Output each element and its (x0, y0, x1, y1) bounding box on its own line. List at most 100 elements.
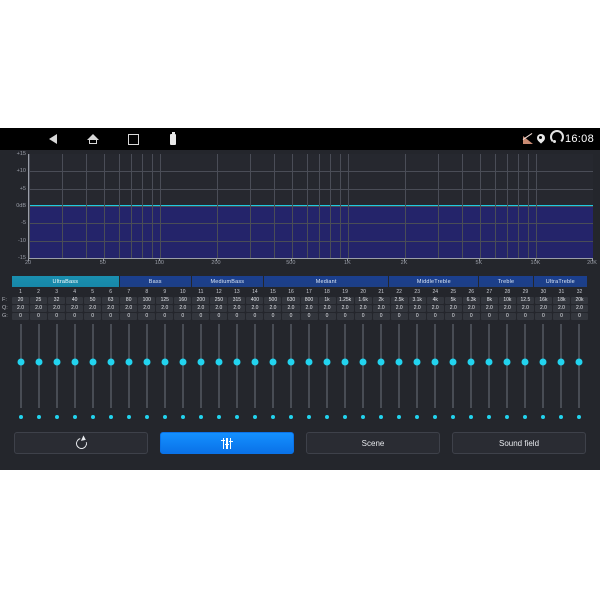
table-cell-q[interactable]: 2.0 (48, 304, 66, 312)
table-cell-frequency[interactable]: 400 (246, 296, 264, 304)
band-slider[interactable] (337, 320, 354, 428)
table-cell-frequency[interactable]: 63 (102, 296, 120, 304)
slider-band-dot[interactable] (234, 415, 239, 419)
slider-band-dot[interactable] (307, 415, 312, 419)
slider-band-dot[interactable] (559, 415, 564, 419)
table-cell-gain[interactable]: 0 (210, 312, 228, 320)
band-slider[interactable] (409, 320, 426, 428)
slider-knob[interactable] (179, 358, 187, 366)
band-slider[interactable] (66, 320, 83, 428)
table-cell-frequency[interactable]: 2k (372, 296, 390, 304)
slider-knob[interactable] (539, 358, 547, 366)
band-slider[interactable] (499, 320, 516, 428)
table-cell-gain[interactable]: 0 (498, 312, 516, 320)
table-cell-gain[interactable]: 0 (426, 312, 444, 320)
table-cell-gain[interactable]: 0 (390, 312, 408, 320)
table-cell-gain[interactable]: 0 (12, 312, 30, 320)
table-cell-frequency[interactable]: 8k (480, 296, 498, 304)
table-cell-gain[interactable]: 0 (570, 312, 588, 320)
table-cell-q[interactable]: 2.0 (426, 304, 444, 312)
band-slider[interactable] (138, 320, 155, 428)
slider-band-dot[interactable] (433, 415, 438, 419)
table-cell-gain[interactable]: 0 (372, 312, 390, 320)
table-cell-q[interactable]: 2.0 (156, 304, 174, 312)
slider-knob[interactable] (17, 358, 25, 366)
table-cell-frequency[interactable]: 800 (300, 296, 318, 304)
slider-knob[interactable] (449, 358, 457, 366)
table-cell-gain[interactable]: 0 (534, 312, 552, 320)
equalizer-button[interactable] (160, 432, 294, 454)
band-slider[interactable] (174, 320, 191, 428)
slider-band-dot[interactable] (397, 415, 402, 419)
table-cell-frequency[interactable]: 1.25k (336, 296, 354, 304)
table-cell-gain[interactable]: 0 (300, 312, 318, 320)
table-cell-frequency[interactable]: 18k (552, 296, 570, 304)
band-slider[interactable] (48, 320, 65, 428)
band-slider[interactable] (228, 320, 245, 428)
table-cell-gain[interactable]: 0 (318, 312, 336, 320)
band-slider[interactable] (301, 320, 318, 428)
slider-knob[interactable] (287, 358, 295, 366)
table-cell-frequency[interactable]: 315 (228, 296, 246, 304)
band-group-mediant[interactable]: Mediant (263, 276, 389, 287)
band-slider[interactable] (210, 320, 227, 428)
table-cell-frequency[interactable]: 20 (12, 296, 30, 304)
table-cell-gain[interactable]: 0 (444, 312, 462, 320)
table-cell-q[interactable]: 2.0 (480, 304, 498, 312)
table-cell-q[interactable]: 2.0 (372, 304, 390, 312)
table-cell-q[interactable]: 2.0 (318, 304, 336, 312)
table-cell-q[interactable]: 2.0 (102, 304, 120, 312)
band-group-middletreble[interactable]: MiddleTreble (389, 276, 479, 287)
table-cell-q[interactable]: 2.0 (30, 304, 48, 312)
band-slider[interactable] (30, 320, 47, 428)
band-slider[interactable] (481, 320, 498, 428)
band-slider[interactable] (319, 320, 336, 428)
slider-band-dot[interactable] (270, 415, 275, 419)
table-cell-frequency[interactable]: 25 (30, 296, 48, 304)
band-slider[interactable] (156, 320, 173, 428)
table-cell-gain[interactable]: 0 (84, 312, 102, 320)
slider-knob[interactable] (251, 358, 259, 366)
table-cell-gain[interactable]: 0 (264, 312, 282, 320)
table-cell-frequency[interactable]: 125 (156, 296, 174, 304)
slider-knob[interactable] (467, 358, 475, 366)
table-cell-q[interactable]: 2.0 (282, 304, 300, 312)
table-cell-q[interactable]: 2.0 (444, 304, 462, 312)
slider-band-dot[interactable] (343, 415, 348, 419)
table-cell-q[interactable]: 2.0 (498, 304, 516, 312)
band-slider[interactable] (445, 320, 462, 428)
table-cell-frequency[interactable]: 6.3k (462, 296, 480, 304)
slider-knob[interactable] (35, 358, 43, 366)
band-slider[interactable] (102, 320, 119, 428)
band-slider[interactable] (427, 320, 444, 428)
slider-knob[interactable] (215, 358, 223, 366)
table-cell-gain[interactable]: 0 (408, 312, 426, 320)
table-cell-frequency[interactable]: 12.5 (516, 296, 534, 304)
table-cell-gain[interactable]: 0 (102, 312, 120, 320)
table-cell-gain[interactable]: 0 (336, 312, 354, 320)
table-cell-frequency[interactable]: 50 (84, 296, 102, 304)
table-cell-gain[interactable]: 0 (552, 312, 570, 320)
reset-button[interactable] (14, 432, 148, 454)
band-slider[interactable] (282, 320, 299, 428)
table-cell-gain[interactable]: 0 (516, 312, 534, 320)
slider-band-dot[interactable] (505, 415, 510, 419)
table-cell-q[interactable]: 2.0 (138, 304, 156, 312)
table-cell-frequency[interactable]: 630 (282, 296, 300, 304)
table-cell-gain[interactable]: 0 (156, 312, 174, 320)
table-cell-frequency[interactable]: 250 (210, 296, 228, 304)
table-cell-q[interactable]: 2.0 (408, 304, 426, 312)
slider-knob[interactable] (143, 358, 151, 366)
table-cell-frequency[interactable]: 40 (66, 296, 84, 304)
graph-plot-area[interactable] (28, 154, 593, 259)
slider-knob[interactable] (125, 358, 133, 366)
table-cell-gain[interactable]: 0 (282, 312, 300, 320)
table-cell-frequency[interactable]: 100 (138, 296, 156, 304)
table-cell-q[interactable]: 2.0 (300, 304, 318, 312)
slider-band-dot[interactable] (126, 415, 131, 419)
slider-knob[interactable] (521, 358, 529, 366)
band-slider[interactable] (192, 320, 209, 428)
table-cell-frequency[interactable]: 20k (570, 296, 588, 304)
band-group-treble[interactable]: Treble (479, 276, 533, 287)
band-slider[interactable] (12, 320, 29, 428)
